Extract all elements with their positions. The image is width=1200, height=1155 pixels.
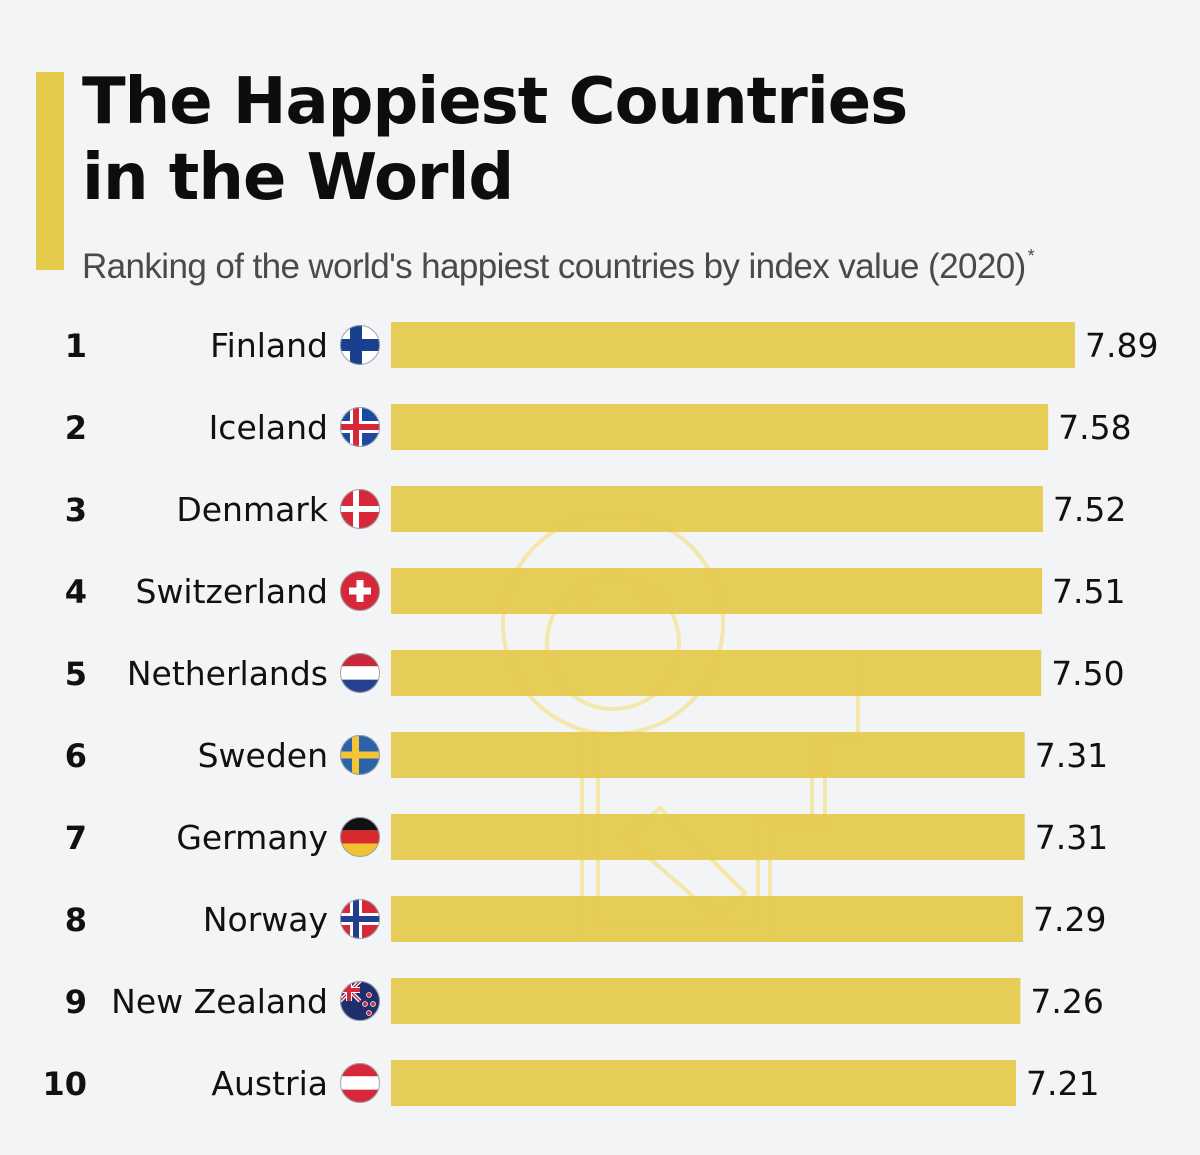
value-label: 7.52 bbox=[1053, 490, 1126, 529]
germany-flag-icon bbox=[340, 817, 380, 857]
chart-row: 3 Denmark 7.52 bbox=[65, 486, 1126, 532]
rank-label: 10 bbox=[42, 1065, 87, 1103]
chart-row: 2 Iceland 7.58 bbox=[65, 404, 1132, 450]
switzerland-flag-icon bbox=[340, 571, 380, 611]
rank-label: 3 bbox=[65, 491, 87, 529]
sweden-flag-icon bbox=[340, 735, 380, 775]
bar bbox=[391, 732, 1025, 778]
norway-flag-icon bbox=[340, 899, 380, 939]
bar bbox=[391, 322, 1075, 368]
finland-flag-icon bbox=[340, 325, 380, 365]
rank-label: 6 bbox=[65, 737, 87, 775]
bar bbox=[391, 650, 1042, 696]
bar bbox=[391, 896, 1023, 942]
value-label: 7.31 bbox=[1035, 736, 1108, 775]
category-label: Switzerland bbox=[136, 572, 329, 611]
value-label: 7.50 bbox=[1051, 654, 1124, 693]
rank-label: 5 bbox=[65, 655, 87, 693]
category-label: Sweden bbox=[198, 736, 328, 775]
chart-row: 6 Sweden 7.31 bbox=[65, 732, 1108, 778]
category-label: Norway bbox=[203, 900, 328, 939]
austria-flag-icon bbox=[340, 1063, 380, 1103]
chart-row: 10 Austria 7.21 bbox=[42, 1060, 1100, 1106]
iceland-flag-icon bbox=[340, 407, 380, 447]
subtitle-text: Ranking of the world's happiest countrie… bbox=[82, 247, 1026, 286]
bar bbox=[391, 568, 1043, 614]
chart-row: 5 Netherlands 7.50 bbox=[65, 650, 1125, 696]
value-label: 7.21 bbox=[1026, 1064, 1099, 1103]
bar bbox=[391, 486, 1043, 532]
chart-title: The Happiest Countries in the World bbox=[82, 65, 908, 215]
rank-label: 8 bbox=[65, 901, 87, 939]
chart-row: 8 Norway 7.29 bbox=[65, 896, 1106, 942]
category-label: New Zealand bbox=[111, 982, 328, 1021]
value-label: 7.26 bbox=[1030, 982, 1103, 1021]
accent-bar bbox=[36, 72, 64, 270]
rank-label: 2 bbox=[65, 409, 87, 447]
denmark-flag-icon bbox=[340, 489, 380, 529]
rank-label: 7 bbox=[65, 819, 87, 857]
category-label: Germany bbox=[176, 818, 328, 857]
chart-row: 1 Finland 7.89 bbox=[65, 322, 1158, 368]
rank-label: 1 bbox=[65, 327, 87, 365]
new-zealand-flag-icon bbox=[340, 981, 380, 1021]
value-label: 7.89 bbox=[1085, 326, 1158, 365]
chart-row: 4 Switzerland 7.51 bbox=[65, 568, 1126, 614]
chart-rows: 1 Finland 7.89 2 Iceland 7.58 3 Denmark 7.52 4 Swi… bbox=[42, 322, 1158, 1106]
bar bbox=[391, 978, 1021, 1024]
category-label: Finland bbox=[210, 326, 328, 365]
netherlands-flag-icon bbox=[340, 653, 380, 693]
rank-label: 4 bbox=[65, 573, 87, 611]
bar bbox=[391, 814, 1025, 860]
value-label: 7.31 bbox=[1035, 818, 1108, 857]
chart-row: 7 Germany 7.31 bbox=[65, 814, 1108, 860]
bar bbox=[391, 1060, 1017, 1106]
rank-label: 9 bbox=[65, 983, 87, 1021]
category-label: Austria bbox=[211, 1064, 328, 1103]
chart-subtitle: Ranking of the world's happiest countrie… bbox=[82, 232, 1192, 291]
chart-row: 9 New Zealand 7.26 bbox=[65, 978, 1104, 1024]
category-label: Iceland bbox=[209, 408, 328, 447]
value-label: 7.51 bbox=[1052, 572, 1125, 611]
category-label: Denmark bbox=[176, 490, 329, 529]
value-label: 7.29 bbox=[1033, 900, 1106, 939]
bar bbox=[391, 404, 1049, 450]
footnote-marker: * bbox=[1027, 246, 1035, 266]
value-label: 7.58 bbox=[1058, 408, 1131, 447]
category-label: Netherlands bbox=[127, 654, 328, 693]
